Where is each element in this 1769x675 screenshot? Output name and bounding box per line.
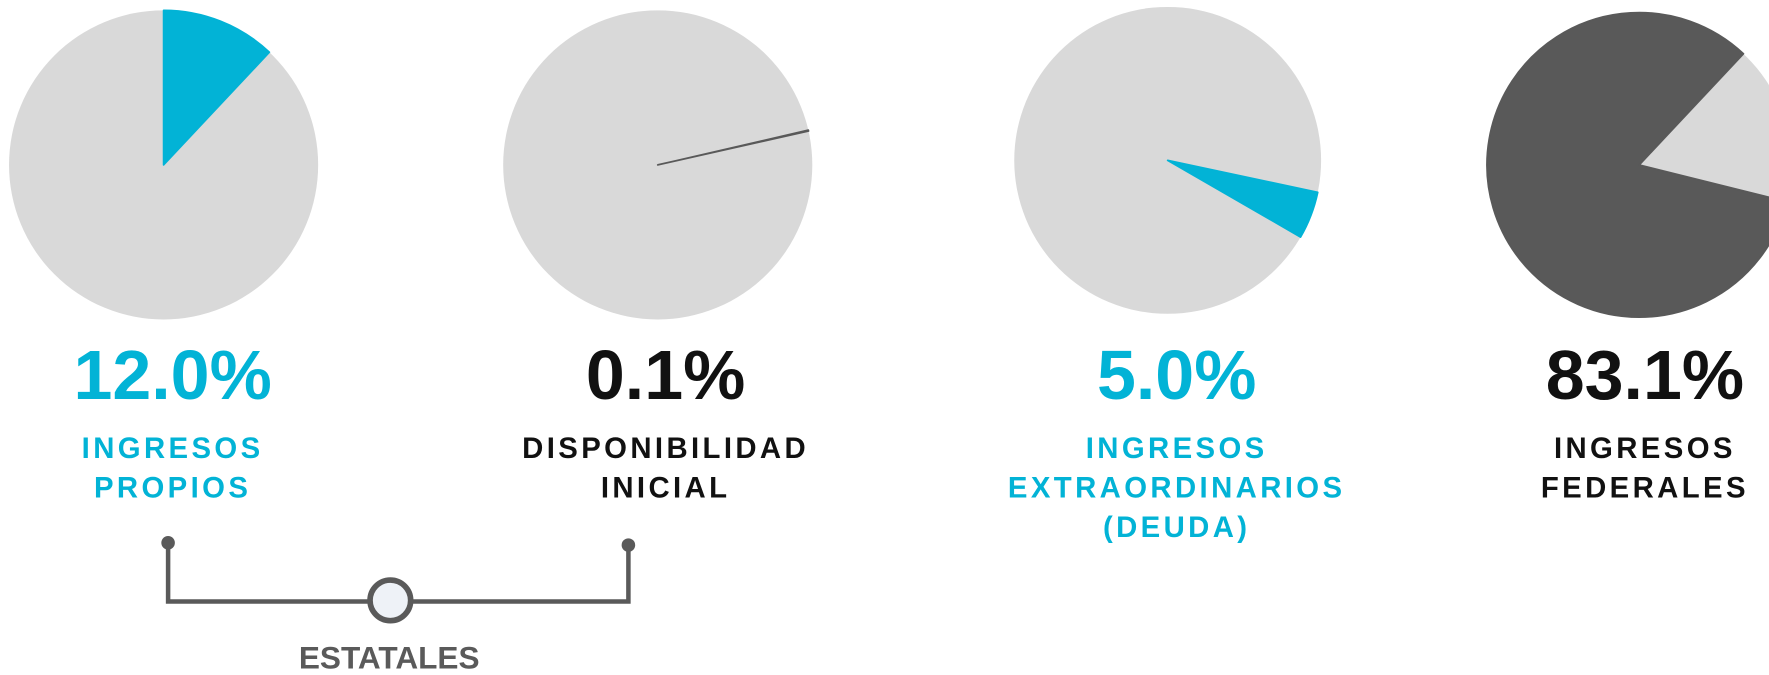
pie-slice [656,129,810,166]
category-label: FEDERALES [1541,472,1749,505]
category-label: INGRESOS [1086,432,1268,465]
value-label: 0.1% [586,336,745,414]
category-label: INGRESOS [1554,432,1736,465]
pie-slice [1486,11,1769,319]
connector-dot [621,538,636,552]
category-label: INICIAL [601,472,731,505]
value-label: 83.1% [1546,336,1744,414]
value-label: 5.0% [1097,336,1256,414]
pie-slice [1166,159,1319,238]
category-label: DISPONIBILIDAD [522,432,809,465]
category-label: PROPIOS [94,472,251,505]
category-label: INGRESOS [82,432,264,465]
pie-slice [162,9,271,166]
connector-node [367,577,414,624]
connector-dot [161,536,175,550]
group-label: ESTATALES [299,640,480,675]
value-label: 12.0% [73,336,271,414]
category-label: EXTRAORDINARIOS [1008,472,1346,505]
category-label: (DEUDA) [1103,511,1251,544]
